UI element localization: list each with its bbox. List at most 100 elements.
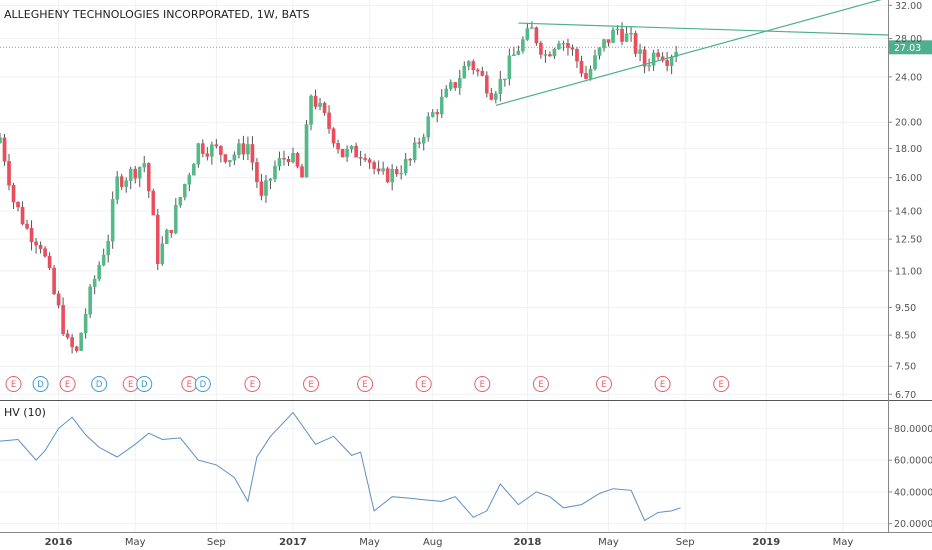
hv-tick-label: 60.0000 xyxy=(894,456,932,467)
support-trendline xyxy=(495,0,882,106)
candle-up xyxy=(92,278,97,288)
candle-down xyxy=(34,241,38,246)
candle-up xyxy=(309,95,313,125)
candle-down xyxy=(534,27,539,44)
price-tick-label: 16.00 xyxy=(895,173,922,184)
candle-up xyxy=(97,264,101,280)
last-price-label-bg xyxy=(888,40,932,55)
candle-up xyxy=(647,65,651,67)
time-tick-label: 2019 xyxy=(752,537,780,548)
candle-down xyxy=(255,162,259,183)
candle-up xyxy=(178,197,183,206)
candle-up xyxy=(624,33,629,42)
event-marker-label: D xyxy=(37,380,44,390)
earnings-marker xyxy=(5,376,22,392)
candle-down xyxy=(169,229,174,234)
candle-down xyxy=(205,153,210,157)
candle-up xyxy=(593,55,597,70)
time-tick-label: Aug xyxy=(423,537,443,548)
candle-up xyxy=(651,52,656,66)
time-tick-label: May xyxy=(359,537,380,548)
candle-down xyxy=(56,293,61,306)
price-tick-label: 9.50 xyxy=(895,303,916,314)
candle-down xyxy=(259,181,264,196)
price-tick-label: 11.00 xyxy=(895,266,922,277)
candle-up xyxy=(390,169,394,183)
candle-down xyxy=(358,157,363,159)
candle-down xyxy=(214,144,219,147)
earnings-marker xyxy=(474,376,491,392)
candle-up xyxy=(83,314,88,334)
candle-down xyxy=(570,47,575,50)
candle-down xyxy=(146,163,151,192)
candle-up xyxy=(318,102,322,107)
candle-up xyxy=(507,55,512,80)
candle-down xyxy=(665,60,669,66)
earnings-marker xyxy=(415,376,432,392)
candle-down xyxy=(322,102,327,114)
candle-down xyxy=(363,158,367,160)
candle-down xyxy=(340,148,345,158)
event-marker-label: E xyxy=(719,380,724,390)
hv-tick-label: 20.0000 xyxy=(894,519,932,530)
candle-down xyxy=(367,159,372,163)
candle-up xyxy=(615,28,620,31)
candle-up xyxy=(110,199,115,242)
price-tick-label: 7.50 xyxy=(895,362,916,373)
candle-down xyxy=(133,168,138,179)
earnings-marker xyxy=(244,376,261,392)
candle-up xyxy=(552,48,557,57)
candle-down xyxy=(480,70,485,76)
candle-up xyxy=(192,164,196,176)
candle-up xyxy=(457,77,462,88)
price-tick-label: 18.00 xyxy=(895,144,922,155)
candle-up xyxy=(399,172,403,175)
candle-down xyxy=(633,33,638,54)
time-tick-label: Sep xyxy=(676,537,695,548)
candle-down xyxy=(201,143,205,154)
event-marker-label: D xyxy=(141,380,148,390)
candle-down xyxy=(43,248,47,257)
hv-indicator-name: HV (10) xyxy=(4,406,46,419)
candle-up xyxy=(196,143,201,165)
candle-down xyxy=(52,267,56,295)
earnings-marker xyxy=(713,376,730,392)
candle-up xyxy=(291,153,295,163)
candle-down xyxy=(575,49,579,62)
candle-up xyxy=(137,166,142,179)
candle-up xyxy=(268,178,273,181)
dividend-marker xyxy=(32,376,49,392)
candle-down xyxy=(119,176,124,187)
candle-down xyxy=(16,201,20,208)
candle-down xyxy=(548,54,552,57)
candle-up xyxy=(561,43,566,45)
dividend-marker xyxy=(91,376,108,392)
candle-down xyxy=(336,142,340,150)
candle-down xyxy=(376,168,381,172)
candle-down xyxy=(11,184,16,203)
candle-up xyxy=(88,286,92,315)
price-tick-label: 6.70 xyxy=(895,390,916,401)
candle-up xyxy=(273,165,277,179)
candle-up xyxy=(466,61,471,67)
hv-tick-label: 40.0000 xyxy=(894,487,932,498)
candle-up xyxy=(237,143,241,155)
last-price-label: 27.03 xyxy=(894,43,921,54)
candle-up xyxy=(512,54,516,56)
candle-down xyxy=(471,61,476,71)
candle-up xyxy=(349,145,354,150)
price-tick-label: 12.50 xyxy=(895,235,922,246)
candle-up xyxy=(381,168,385,172)
chart-title: ALLEGHENY TECHNOLOGIES INCORPORATED, 1W,… xyxy=(4,8,310,21)
candle-down xyxy=(65,333,70,338)
candle-up xyxy=(79,332,83,351)
event-marker-label: E xyxy=(601,380,606,390)
earnings-marker xyxy=(357,376,374,392)
candle-up xyxy=(232,154,237,161)
candle-up xyxy=(142,163,147,168)
candle-up xyxy=(439,96,444,115)
time-tick-label: 2017 xyxy=(279,537,307,548)
candle-down xyxy=(38,244,43,249)
